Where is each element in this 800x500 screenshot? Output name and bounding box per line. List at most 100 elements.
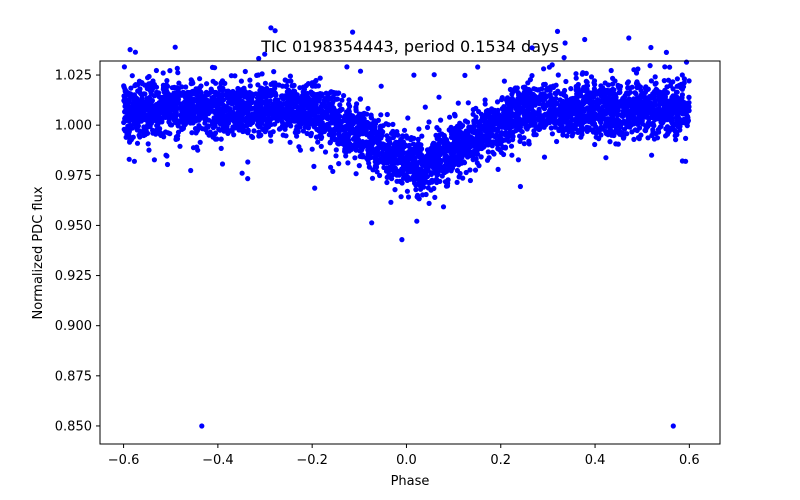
data-point — [207, 90, 213, 96]
data-point — [265, 124, 272, 130]
data-point — [312, 83, 319, 89]
data-point — [519, 121, 525, 127]
data-point — [586, 116, 592, 123]
data-point — [133, 82, 139, 88]
y-tick-label: 0.925 — [55, 269, 92, 284]
data-point — [683, 59, 690, 65]
data-point — [651, 89, 658, 95]
data-point — [494, 99, 501, 105]
data-point — [496, 120, 502, 127]
x-tick-label: −0.6 — [108, 453, 140, 468]
data-point — [234, 119, 240, 125]
data-point — [573, 100, 579, 106]
data-point — [330, 168, 336, 174]
data-point — [255, 72, 261, 78]
data-point — [171, 84, 177, 90]
data-point — [255, 99, 261, 106]
data-point — [465, 145, 471, 151]
data-point — [330, 131, 337, 137]
data-point — [227, 100, 233, 106]
data-point — [511, 119, 517, 125]
data-point — [460, 175, 466, 181]
data-point — [554, 28, 561, 34]
data-point — [159, 117, 165, 124]
data-point — [452, 113, 458, 119]
data-point — [329, 135, 335, 142]
data-point — [631, 136, 637, 142]
data-point — [436, 94, 442, 100]
data-point — [368, 125, 374, 131]
data-point — [536, 111, 542, 117]
data-point — [384, 160, 390, 166]
data-point — [369, 135, 375, 141]
data-point — [219, 78, 226, 84]
data-point — [207, 105, 214, 111]
data-point — [218, 145, 224, 151]
data-point — [474, 160, 480, 166]
data-point — [271, 69, 277, 75]
data-point — [311, 163, 317, 169]
data-point — [203, 105, 209, 111]
data-point — [675, 115, 682, 121]
data-point — [656, 89, 662, 95]
data-point — [536, 87, 542, 93]
chart-title: TIC 0198354443, period 0.1534 days — [260, 37, 559, 56]
data-point — [570, 130, 576, 136]
data-point — [572, 117, 578, 123]
data-point — [595, 97, 602, 103]
data-point — [395, 132, 401, 138]
data-point — [452, 136, 458, 143]
y-tick-label: 1.025 — [55, 69, 92, 84]
y-axis-label: Normalized PDC flux — [31, 186, 46, 319]
data-point — [615, 141, 621, 147]
data-point — [526, 138, 532, 144]
data-point — [400, 139, 406, 145]
data-point — [217, 93, 224, 99]
data-point — [322, 149, 329, 155]
data-point — [300, 89, 306, 95]
data-point — [683, 135, 689, 141]
data-point — [591, 80, 597, 86]
data-point — [249, 105, 255, 111]
data-point — [319, 101, 325, 107]
data-point — [394, 147, 400, 153]
data-point — [419, 133, 425, 139]
data-point — [499, 95, 505, 101]
data-point — [424, 147, 431, 153]
data-point — [552, 124, 559, 130]
data-point — [311, 124, 317, 130]
data-point — [328, 164, 334, 170]
data-point — [121, 83, 127, 89]
data-point — [378, 83, 384, 89]
data-point — [659, 120, 666, 126]
data-point — [508, 106, 514, 112]
x-axis: −0.6 −0.4 −0.2 0.0 0.2 0.4 0.6 — [108, 444, 700, 468]
data-point — [649, 95, 655, 101]
data-point — [163, 152, 169, 158]
data-point — [455, 100, 461, 106]
data-point — [353, 108, 359, 114]
data-point — [435, 163, 441, 169]
data-point — [277, 100, 283, 106]
data-point — [263, 116, 269, 122]
data-point — [251, 128, 257, 134]
data-point — [635, 66, 641, 72]
data-point — [472, 167, 479, 173]
data-point — [531, 128, 537, 134]
data-point — [516, 107, 522, 113]
data-point — [638, 87, 644, 94]
data-point — [648, 44, 654, 51]
data-point — [454, 167, 460, 174]
data-point — [388, 199, 394, 205]
data-point — [470, 157, 476, 163]
data-point — [454, 179, 460, 185]
data-point — [185, 102, 191, 108]
data-point — [242, 128, 248, 134]
data-point — [682, 120, 688, 126]
data-point — [595, 127, 601, 133]
data-point — [296, 105, 302, 111]
data-point — [443, 160, 450, 166]
data-point — [627, 89, 633, 95]
data-point — [458, 160, 464, 166]
